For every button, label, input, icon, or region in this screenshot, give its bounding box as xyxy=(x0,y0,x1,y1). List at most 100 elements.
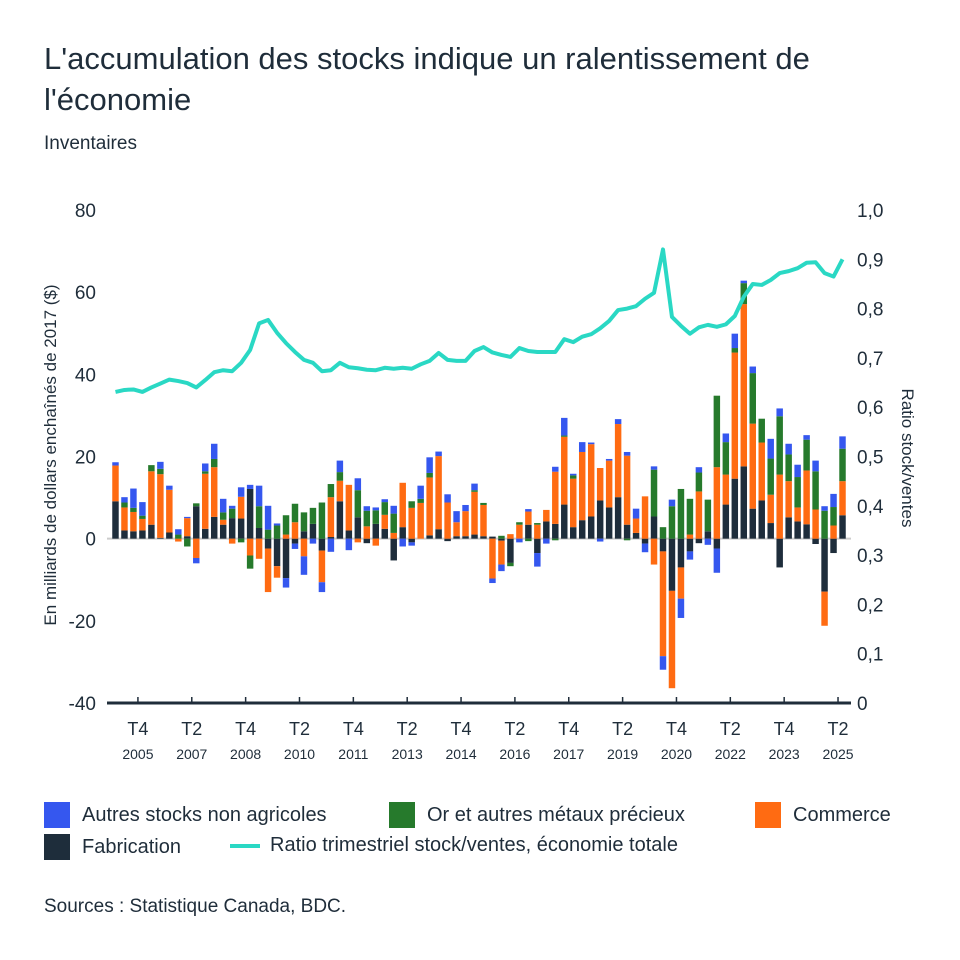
bar-segment-commerce xyxy=(462,511,469,537)
bar-segment-commerce xyxy=(390,532,397,539)
bar-segment-autres xyxy=(525,509,532,512)
bar-segment-commerce xyxy=(318,550,326,583)
bar-segment-fabrication xyxy=(399,527,406,539)
bar-segment-autres xyxy=(749,366,756,374)
bar-segment-fabrication xyxy=(704,531,712,539)
bar-segment-commerce xyxy=(264,548,272,593)
bar-segment-autres xyxy=(614,419,622,425)
bar-segment-commerce xyxy=(345,484,353,531)
bar-segment-commerce xyxy=(740,304,748,467)
bar-segment-or xyxy=(210,458,218,468)
bar-segment-autres xyxy=(596,538,604,542)
bar-segment-fabrication xyxy=(489,536,496,539)
bar-segment-autres xyxy=(121,497,128,503)
bar-segment-commerce xyxy=(184,518,191,537)
bar-segment-or xyxy=(830,507,837,526)
bar-segment-or xyxy=(237,538,245,543)
bar-segment-fabrication xyxy=(578,520,586,539)
bar-segment-fabrication xyxy=(426,535,433,539)
right-tick-label: 0,6 xyxy=(857,398,883,419)
x-tick-year: 2016 xyxy=(499,746,530,762)
bar-segment-or xyxy=(561,435,568,437)
bar-segment-autres xyxy=(722,433,730,443)
x-tick-quarter: T2 xyxy=(397,719,418,739)
x-tick-quarter: T4 xyxy=(666,719,687,739)
bar-segment-or xyxy=(282,515,290,535)
right-tick-label: 0 xyxy=(857,694,868,715)
bar-segment-commerce xyxy=(803,470,810,525)
bar-segment-commerce xyxy=(202,473,209,529)
bar-segment-or xyxy=(121,502,128,508)
bar-segment-commerce xyxy=(623,455,631,525)
bar-segment-autres xyxy=(498,564,505,572)
bar-segment-fabrication xyxy=(363,538,371,544)
bar-segment-autres xyxy=(803,435,810,440)
bar-segment-commerce xyxy=(534,524,541,539)
legend-swatch-commerce xyxy=(755,802,781,828)
legend-label: Ratio trimestriel stock/ventes, économie… xyxy=(270,834,678,856)
bar-segment-commerce xyxy=(148,471,155,525)
bar-segment-or xyxy=(381,502,388,515)
bar-segment-fabrication xyxy=(650,516,658,539)
bar-segment-fabrication xyxy=(237,518,245,539)
bar-segment-commerce xyxy=(776,474,783,539)
bar-segment-or xyxy=(722,442,730,475)
bar-segment-or xyxy=(426,472,433,478)
legend-swatch-fabrication xyxy=(44,834,70,860)
bar-segment-commerce xyxy=(246,538,254,556)
bar-segment-commerce xyxy=(659,551,667,657)
x-tick-quarter: T4 xyxy=(451,719,472,739)
bar-segment-or xyxy=(318,502,326,539)
bar-segment-autres xyxy=(318,582,326,593)
bar-segment-fabrication xyxy=(552,523,559,539)
bar-segment-autres xyxy=(839,436,846,449)
bar-segment-fabrication xyxy=(749,508,756,539)
legend-label: Autres stocks non agricoles xyxy=(82,803,327,826)
x-tick-quarter: T4 xyxy=(235,719,256,739)
bar-segment-autres xyxy=(372,507,380,511)
bar-segment-autres xyxy=(345,538,353,551)
bar-segment-or xyxy=(175,534,182,539)
bar-segment-fabrication xyxy=(219,524,227,539)
bar-segment-autres xyxy=(219,498,227,513)
bar-segment-fabrication xyxy=(166,532,173,539)
bar-segment-or xyxy=(525,538,532,542)
right-tick-label: 0,1 xyxy=(857,645,883,666)
bar-segment-fabrication xyxy=(193,506,200,539)
bar-segment-commerce xyxy=(480,504,487,537)
bar-segment-autres xyxy=(166,485,173,490)
bar-segment-autres xyxy=(399,538,406,547)
x-tick-year: 2019 xyxy=(607,746,638,762)
bar-segment-or xyxy=(255,506,263,528)
bar-segment-commerce xyxy=(677,567,685,599)
left-tick-label: 0 xyxy=(85,530,96,551)
bar-segment-autres xyxy=(363,506,371,511)
bar-segment-commerce xyxy=(614,424,622,498)
bar-segment-autres xyxy=(659,656,667,670)
bar-segment-commerce xyxy=(255,538,263,559)
bar-segment-or xyxy=(363,510,371,527)
bar-segment-autres xyxy=(282,578,290,588)
bar-segment-commerce xyxy=(399,482,406,528)
bar-segment-commerce xyxy=(758,442,765,501)
bar-segment-commerce xyxy=(426,477,433,536)
bar-segment-fabrication xyxy=(462,536,469,539)
bar-segment-autres xyxy=(561,417,568,436)
x-tick-year: 2020 xyxy=(661,746,692,762)
bar-segment-commerce xyxy=(794,507,801,522)
bar-segment-commerce xyxy=(570,478,577,528)
x-tick-quarter: T2 xyxy=(720,719,741,739)
bar-segment-autres xyxy=(264,505,272,530)
bar-segment-commerce xyxy=(713,467,721,539)
bar-segment-or xyxy=(785,454,792,482)
bar-segment-autres xyxy=(435,451,442,457)
bar-segment-autres xyxy=(327,538,335,552)
bar-segment-or xyxy=(390,513,397,533)
bar-segment-or xyxy=(507,562,514,567)
source-note: Sources : Statistique Canada, BDC. xyxy=(44,896,347,917)
bar-segment-commerce xyxy=(112,465,119,502)
bar-segment-fabrication xyxy=(722,504,730,539)
bar-segment-or xyxy=(300,512,308,532)
bar-segment-commerce xyxy=(121,507,128,531)
bar-segment-fabrication xyxy=(830,538,837,554)
